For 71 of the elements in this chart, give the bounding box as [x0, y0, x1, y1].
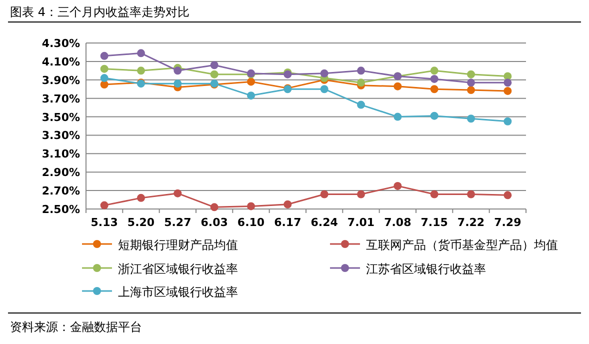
point [247, 78, 255, 86]
point [284, 200, 292, 208]
x-tick-label: 6.17 [274, 216, 302, 229]
point [467, 70, 475, 78]
point [504, 72, 512, 80]
x-tick-label: 6.10 [237, 216, 265, 229]
point [504, 78, 512, 87]
point [430, 74, 438, 83]
y-tick-label: 3.50% [42, 110, 80, 124]
x-tick-label: 5.13 [90, 216, 118, 229]
legend-label: 江苏省区域银行收益率 [366, 262, 486, 276]
point [320, 190, 328, 198]
x-tick-label: 5.20 [127, 216, 155, 229]
point [504, 86, 512, 95]
point [210, 61, 218, 70]
point [100, 64, 108, 73]
point [394, 182, 402, 190]
x-tick-label: 7.01 [347, 216, 375, 229]
point [100, 74, 108, 82]
x-tick-label: 7.22 [457, 216, 485, 229]
point [430, 190, 438, 198]
point [137, 66, 145, 75]
y-tick-label: 3.70% [42, 92, 80, 106]
point [174, 66, 182, 75]
point [357, 100, 365, 109]
x-tick-label: 7.29 [494, 216, 522, 229]
y-tick-label: 3.30% [42, 129, 80, 142]
y-tick-label: 3.90% [42, 74, 80, 87]
point [467, 190, 475, 198]
y-tick-label: 2.50% [42, 203, 80, 216]
point [100, 52, 108, 60]
point [137, 49, 145, 58]
point [210, 203, 218, 212]
point [504, 117, 512, 126]
x-tick-label: 6.24 [310, 216, 338, 229]
point [174, 189, 182, 198]
point [394, 82, 402, 90]
x-tick-label: 6.03 [200, 216, 228, 229]
legend-label: 上海市区域银行收益率 [118, 285, 238, 299]
point [430, 85, 438, 94]
y-tick-label: 4.10% [42, 55, 80, 68]
legend-label: 短期银行理财产品均值 [118, 238, 238, 252]
point [137, 194, 145, 202]
x-tick-label: 7.08 [384, 216, 412, 229]
y-tick-label: 2.90% [42, 166, 80, 180]
point [357, 190, 365, 198]
point [430, 66, 438, 75]
point [357, 78, 365, 87]
y-tick-label: 4.30% [42, 37, 80, 50]
point [467, 86, 475, 94]
point [247, 92, 255, 100]
legend-label: 互联网产品（货币基金型产品）均值 [366, 238, 558, 252]
point [247, 202, 255, 210]
point [320, 85, 328, 94]
point [210, 70, 218, 78]
x-tick-label: 7.15 [420, 216, 448, 229]
point [504, 191, 512, 200]
point [430, 112, 438, 120]
point [100, 201, 108, 210]
point [357, 66, 365, 75]
point [174, 80, 182, 88]
text: 资料来源：金融数据平台 [10, 320, 142, 334]
point [320, 69, 328, 78]
y-tick-label: 2.70% [42, 184, 80, 198]
x-tick-label: 5.27 [164, 216, 192, 229]
point [467, 114, 475, 123]
point [394, 112, 402, 121]
y-tick-label: 3.10% [42, 148, 80, 161]
legend-label: 浙江省区域银行收益率 [118, 262, 238, 276]
point [467, 78, 475, 87]
chart-title: 图表 4：三个月内收益率走势对比 [10, 5, 190, 19]
